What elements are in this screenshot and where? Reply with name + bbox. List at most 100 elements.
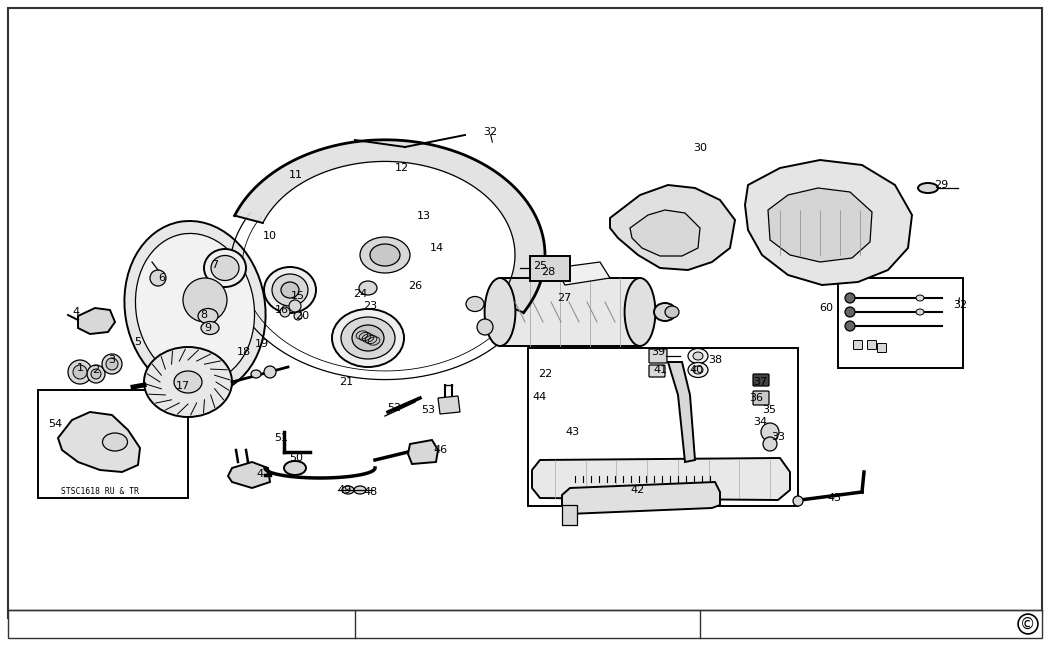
Text: 16: 16 [275,305,289,315]
Circle shape [150,270,166,286]
Ellipse shape [124,221,266,395]
FancyBboxPatch shape [649,349,667,363]
Text: 23: 23 [363,301,377,311]
FancyBboxPatch shape [867,341,877,350]
Circle shape [106,358,118,370]
Ellipse shape [211,255,239,281]
Ellipse shape [204,249,246,287]
Circle shape [289,300,301,312]
Text: 27: 27 [556,293,571,303]
Ellipse shape [332,309,404,367]
Text: 29: 29 [933,180,948,190]
Ellipse shape [485,278,516,346]
Text: 21: 21 [339,377,353,387]
Ellipse shape [916,309,924,315]
Polygon shape [408,440,438,464]
Text: 10: 10 [262,231,277,241]
Ellipse shape [693,366,704,374]
Ellipse shape [198,309,218,324]
Text: 32: 32 [953,300,967,310]
Polygon shape [555,262,610,285]
Text: 43: 43 [565,427,579,437]
Polygon shape [562,482,720,514]
Polygon shape [228,462,270,488]
Text: 54: 54 [48,419,62,429]
Ellipse shape [625,278,655,346]
Ellipse shape [360,237,410,273]
Polygon shape [610,185,735,270]
Polygon shape [78,308,116,334]
Bar [562,505,578,525]
Ellipse shape [264,267,316,313]
Text: 60: 60 [819,303,833,313]
Ellipse shape [284,461,306,475]
Polygon shape [234,140,545,313]
Text: 40: 40 [689,365,704,375]
Circle shape [763,437,777,451]
Text: STSC1618 RU & TR: STSC1618 RU & TR [61,488,139,497]
Circle shape [845,321,855,331]
FancyBboxPatch shape [649,365,665,377]
Text: 51: 51 [274,433,288,443]
Text: 52: 52 [387,403,401,413]
Text: 7: 7 [211,260,218,270]
Ellipse shape [103,433,127,451]
Text: 4: 4 [72,307,80,317]
Text: 2: 2 [92,365,100,375]
Text: 24: 24 [353,289,367,299]
Text: 11: 11 [289,170,303,180]
Text: 53: 53 [421,405,435,415]
Ellipse shape [174,371,202,393]
Ellipse shape [135,233,254,383]
Circle shape [264,366,276,378]
Ellipse shape [354,486,366,494]
Text: 49: 49 [338,485,352,495]
Circle shape [845,307,855,317]
Text: 36: 36 [749,393,763,403]
Bar [530,256,570,281]
Ellipse shape [688,348,708,363]
Bar [8,610,1042,638]
Text: 22: 22 [538,369,552,379]
Ellipse shape [272,274,308,306]
Circle shape [477,319,493,335]
Ellipse shape [693,352,704,360]
Text: 3: 3 [108,355,116,365]
Ellipse shape [654,303,676,321]
Ellipse shape [281,282,299,298]
Polygon shape [768,188,871,262]
Text: 37: 37 [753,377,768,387]
Circle shape [183,278,227,322]
Circle shape [68,360,92,384]
Ellipse shape [665,306,679,318]
Text: ©: © [1021,616,1035,632]
Circle shape [845,293,855,303]
Ellipse shape [144,347,232,417]
Ellipse shape [341,317,395,359]
Circle shape [74,365,87,379]
Ellipse shape [688,363,708,378]
Text: 13: 13 [417,211,430,221]
Text: 1: 1 [77,363,84,373]
Text: 6: 6 [159,273,166,283]
Polygon shape [58,412,140,472]
Ellipse shape [916,295,924,301]
Circle shape [761,423,779,441]
Ellipse shape [918,183,938,193]
Bar [838,278,963,368]
Text: 30: 30 [693,143,707,153]
Text: 5: 5 [134,337,142,347]
Bar [38,390,188,498]
Text: 41: 41 [654,365,668,375]
Text: 19: 19 [255,339,269,349]
Text: 45: 45 [828,493,842,503]
Circle shape [87,365,105,383]
Text: 33: 33 [771,432,785,442]
FancyBboxPatch shape [878,343,886,352]
Text: 42: 42 [631,485,645,495]
Text: 26: 26 [408,281,422,291]
FancyBboxPatch shape [854,341,862,350]
Circle shape [91,369,101,379]
Text: 44: 44 [532,392,547,402]
Ellipse shape [251,370,261,378]
